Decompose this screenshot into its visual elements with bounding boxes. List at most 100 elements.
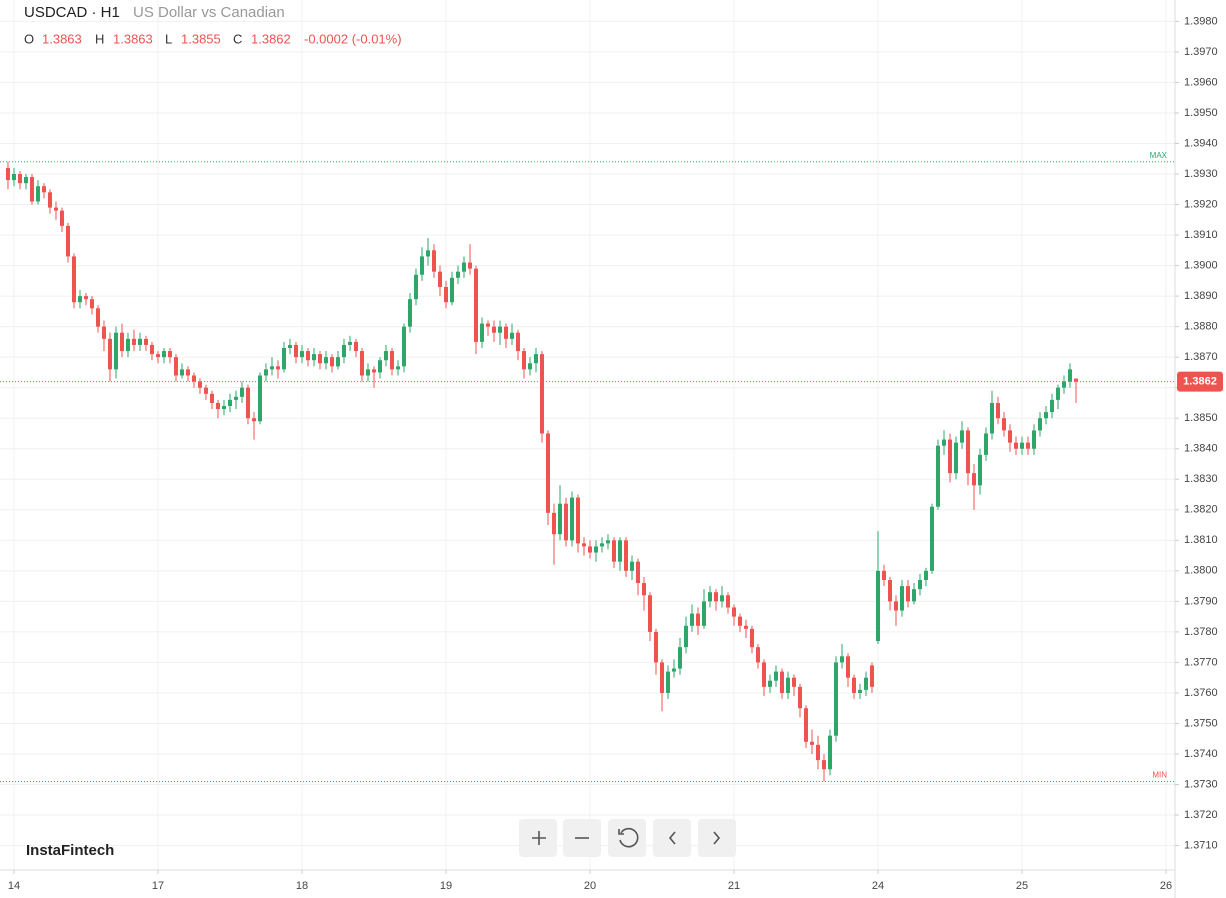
candle-body <box>779 671 784 693</box>
candle-body <box>881 570 886 580</box>
candle-body <box>23 177 28 184</box>
candle-body <box>767 680 772 687</box>
candle-body <box>11 174 16 181</box>
candle-body <box>707 592 712 602</box>
candle-body <box>113 332 118 370</box>
last-price-tag <box>1177 371 1223 392</box>
candle-body <box>839 656 844 663</box>
scroll-left-button[interactable] <box>653 819 691 857</box>
candle-body <box>1061 381 1066 388</box>
candle-body <box>119 332 124 352</box>
candle-body <box>293 344 298 358</box>
candle-body <box>95 308 100 327</box>
candle-body <box>413 274 418 300</box>
candle-body <box>281 348 286 370</box>
zoom-out-button[interactable] <box>563 819 601 857</box>
candle-body <box>287 344 292 348</box>
candle-body <box>731 607 736 617</box>
candle-body <box>833 662 838 736</box>
ohlc-value: 1.3862 <box>251 31 291 46</box>
candle-body <box>977 454 982 486</box>
candle-body <box>1025 442 1030 449</box>
watermark: InstaFintech <box>26 842 114 859</box>
candle-body <box>89 299 94 309</box>
ohlc-value: 1.3863 <box>113 31 153 46</box>
candle-body <box>1055 387 1060 400</box>
candle-body <box>41 186 46 193</box>
candle-body <box>941 439 946 446</box>
candle-body <box>659 662 664 693</box>
candle-body <box>125 338 130 352</box>
candle-body <box>989 402 994 434</box>
candle-body <box>143 338 148 345</box>
candle-body <box>1001 418 1006 431</box>
candle-body <box>257 375 262 422</box>
candle-body <box>725 595 730 608</box>
y-tick-label: 1.3980 <box>1184 15 1218 27</box>
candle-body <box>827 735 832 770</box>
candle-body <box>521 351 526 370</box>
candle-body <box>899 586 904 611</box>
last-price-label: 1.3862 <box>1183 375 1217 387</box>
candle-body <box>47 192 52 208</box>
candles <box>5 161 1078 782</box>
candle-body <box>623 540 628 571</box>
scroll-right-button[interactable] <box>698 819 736 857</box>
candle-body <box>917 580 922 590</box>
candle-body <box>875 570 880 642</box>
candle-body <box>329 357 334 367</box>
candle-body <box>527 363 532 370</box>
candle-body <box>695 613 700 626</box>
candle-body <box>359 351 364 376</box>
y-tick-label: 1.3820 <box>1184 504 1218 516</box>
candle-body <box>995 402 1000 419</box>
candle-body <box>611 540 616 562</box>
ohlc-label: O <box>24 31 34 46</box>
candle-body <box>863 677 868 690</box>
y-tick-label: 1.3770 <box>1184 656 1218 668</box>
candle-body <box>947 439 952 474</box>
candle-body <box>845 656 850 678</box>
candle-body <box>617 540 622 562</box>
candle-body <box>341 344 346 358</box>
y-tick-label: 1.3900 <box>1184 259 1218 271</box>
candle-body <box>761 662 766 687</box>
candle-body <box>569 497 574 541</box>
candle-body <box>959 430 964 443</box>
candle-body <box>587 546 592 553</box>
candle-body <box>275 366 280 370</box>
candle-body <box>551 512 556 535</box>
reset-button[interactable] <box>608 819 646 857</box>
candle-body <box>647 595 652 632</box>
candle-body <box>965 430 970 474</box>
candle-body <box>911 589 916 602</box>
candle-body <box>599 543 604 547</box>
x-tick-label: 20 <box>584 880 596 892</box>
candle-body <box>683 625 688 648</box>
candle-body <box>179 369 184 376</box>
candle-body <box>35 186 40 202</box>
candle-body <box>593 546 598 553</box>
candle-body <box>305 351 310 361</box>
candle-body <box>263 369 268 376</box>
y-tick-label: 1.3760 <box>1184 687 1218 699</box>
chart-title: USDCAD · H1 <box>24 4 120 21</box>
candle-body <box>83 296 88 300</box>
candle-body <box>1049 399 1054 413</box>
candle-body <box>335 357 340 367</box>
candle-body <box>161 351 166 358</box>
y-tick-label: 1.3710 <box>1184 839 1218 851</box>
candle-body <box>1037 418 1042 431</box>
candle-body <box>317 354 322 364</box>
x-tick-label: 24 <box>872 880 884 892</box>
y-tick-label: 1.3850 <box>1184 412 1218 424</box>
candle-body <box>971 473 976 486</box>
candle-body <box>53 207 58 211</box>
x-tick-label: 17 <box>152 880 164 892</box>
candle-body <box>137 338 142 345</box>
y-tick-label: 1.3880 <box>1184 321 1218 333</box>
candle-body <box>389 351 394 370</box>
candle-body <box>575 497 580 544</box>
zoom-in-button[interactable] <box>519 819 557 857</box>
candle-body <box>437 271 442 287</box>
